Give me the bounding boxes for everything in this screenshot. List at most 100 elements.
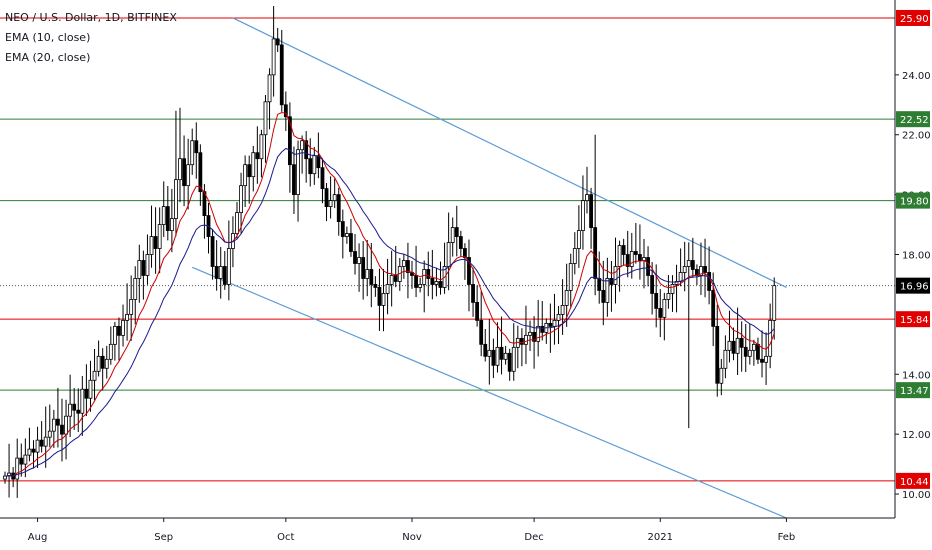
level-tag-text-22.52: 22.52 xyxy=(900,115,929,126)
candle-body xyxy=(572,248,577,264)
candle-body xyxy=(255,152,260,160)
candle-body xyxy=(438,281,443,288)
candle-body xyxy=(178,158,182,181)
candle-body xyxy=(393,275,398,282)
candle-body xyxy=(670,284,675,294)
ema10-label: EMA (10, close) xyxy=(5,31,91,44)
candle-body xyxy=(332,194,337,202)
candle-body xyxy=(312,155,317,175)
candle-body xyxy=(369,269,374,285)
candle-body xyxy=(605,278,610,303)
x-tick-label: 2021 xyxy=(648,532,673,543)
candle-body xyxy=(157,224,162,249)
trendline-lower xyxy=(191,266,787,519)
candle-body xyxy=(31,448,36,453)
level-tag-text-15.84: 15.84 xyxy=(900,315,929,326)
chart-legend: NEO / U.S. Dollar, 1D, BITFINEX EMA (10,… xyxy=(5,8,177,68)
candle-body xyxy=(430,278,435,285)
candle-body xyxy=(373,284,378,288)
candle-body xyxy=(381,293,386,306)
candle-body xyxy=(259,134,264,160)
candle-body xyxy=(401,260,406,267)
candle-body xyxy=(581,200,585,231)
candle-body xyxy=(751,343,756,351)
candle-body xyxy=(638,254,642,261)
candle-body xyxy=(772,285,777,321)
candle-body xyxy=(727,340,732,351)
x-tick-label: Dec xyxy=(524,532,543,543)
candle-body xyxy=(340,221,345,237)
candle-body xyxy=(353,251,357,264)
candle-body xyxy=(100,355,105,369)
candle-body xyxy=(458,236,463,249)
candle-body xyxy=(137,260,142,279)
candle-body xyxy=(222,266,227,285)
candle-body xyxy=(719,367,724,384)
candle-body xyxy=(406,260,410,273)
candle-body xyxy=(540,325,545,333)
candle-body xyxy=(174,179,178,219)
candle-body xyxy=(463,248,467,258)
candle-body xyxy=(344,233,349,237)
x-tick-label: Nov xyxy=(402,532,422,543)
candle-body xyxy=(182,158,186,187)
candle-body xyxy=(141,260,146,276)
trendline-upper xyxy=(232,17,787,288)
candle-body xyxy=(503,352,508,360)
candle-body xyxy=(646,257,650,276)
candle-body xyxy=(275,38,280,46)
level-tag-text-10.44: 10.44 xyxy=(900,477,929,488)
candle-body xyxy=(686,260,691,267)
candle-body xyxy=(161,206,166,225)
level-tag-19.80 xyxy=(896,192,930,209)
level-tag-10.44 xyxy=(896,472,930,489)
candle-body xyxy=(243,164,248,187)
candle-body xyxy=(507,352,512,372)
candle-body xyxy=(597,278,602,291)
candle-body xyxy=(756,343,760,360)
candle-body xyxy=(263,101,268,136)
candle-body xyxy=(56,418,60,426)
candle-body xyxy=(214,266,219,279)
candle-body xyxy=(60,424,64,435)
candle-body xyxy=(621,245,626,255)
candle-body xyxy=(96,355,101,372)
candle-body xyxy=(723,349,728,369)
candle-body xyxy=(385,284,390,294)
y-tick-label: 18.00 xyxy=(902,251,931,262)
candle-body xyxy=(666,293,671,300)
candle-body xyxy=(625,254,630,267)
candle-body xyxy=(72,403,77,411)
candle-body xyxy=(576,230,581,249)
y-tick-label: 10.00 xyxy=(902,490,931,501)
candle-body xyxy=(471,284,475,303)
candle-body xyxy=(3,475,7,480)
candle-body xyxy=(418,284,423,288)
y-tick-label: 12.00 xyxy=(902,430,931,441)
candle-body xyxy=(19,457,24,465)
candle-body xyxy=(51,418,56,432)
candle-body xyxy=(108,343,113,360)
candle-body xyxy=(454,227,459,237)
candle-body xyxy=(601,290,606,303)
candle-body xyxy=(218,266,223,279)
candle-body xyxy=(568,263,573,291)
candle-body xyxy=(560,305,565,315)
candle-body xyxy=(23,454,28,465)
candle-body xyxy=(593,227,598,279)
candle-body xyxy=(226,248,231,285)
candle-body xyxy=(467,257,471,285)
candle-body xyxy=(165,206,170,231)
level-tag-text-13.47: 13.47 xyxy=(900,386,929,397)
candle-body xyxy=(450,227,455,243)
candle-body xyxy=(300,140,305,151)
candle-body xyxy=(414,275,418,288)
candle-body xyxy=(112,325,117,345)
candlesticks xyxy=(3,5,777,498)
last-price-text: 16.96 xyxy=(900,282,929,293)
candle-body xyxy=(633,251,638,255)
last-price-tag xyxy=(896,277,930,294)
x-tick-label: Aug xyxy=(28,532,48,543)
candle-body xyxy=(475,302,480,321)
